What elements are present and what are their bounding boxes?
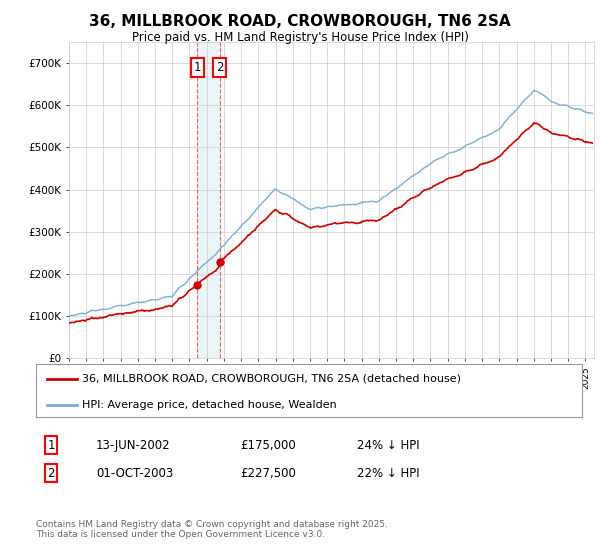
Text: 1: 1 [47,438,55,452]
Text: 2: 2 [216,61,223,74]
Text: 24% ↓ HPI: 24% ↓ HPI [357,438,419,452]
Text: 22% ↓ HPI: 22% ↓ HPI [357,466,419,480]
Text: 36, MILLBROOK ROAD, CROWBOROUGH, TN6 2SA: 36, MILLBROOK ROAD, CROWBOROUGH, TN6 2SA [89,14,511,29]
Text: Contains HM Land Registry data © Crown copyright and database right 2025.
This d: Contains HM Land Registry data © Crown c… [36,520,388,539]
Text: HPI: Average price, detached house, Wealden: HPI: Average price, detached house, Weal… [82,400,337,410]
Text: 13-JUN-2002: 13-JUN-2002 [96,438,170,452]
Text: 2: 2 [47,466,55,480]
Text: 01-OCT-2003: 01-OCT-2003 [96,466,173,480]
Text: Price paid vs. HM Land Registry's House Price Index (HPI): Price paid vs. HM Land Registry's House … [131,31,469,44]
Text: 1: 1 [193,61,201,74]
Bar [197,42,220,358]
Text: £227,500: £227,500 [240,466,296,480]
Text: £175,000: £175,000 [240,438,296,452]
Text: 36, MILLBROOK ROAD, CROWBOROUGH, TN6 2SA (detached house): 36, MILLBROOK ROAD, CROWBOROUGH, TN6 2SA… [82,374,461,384]
